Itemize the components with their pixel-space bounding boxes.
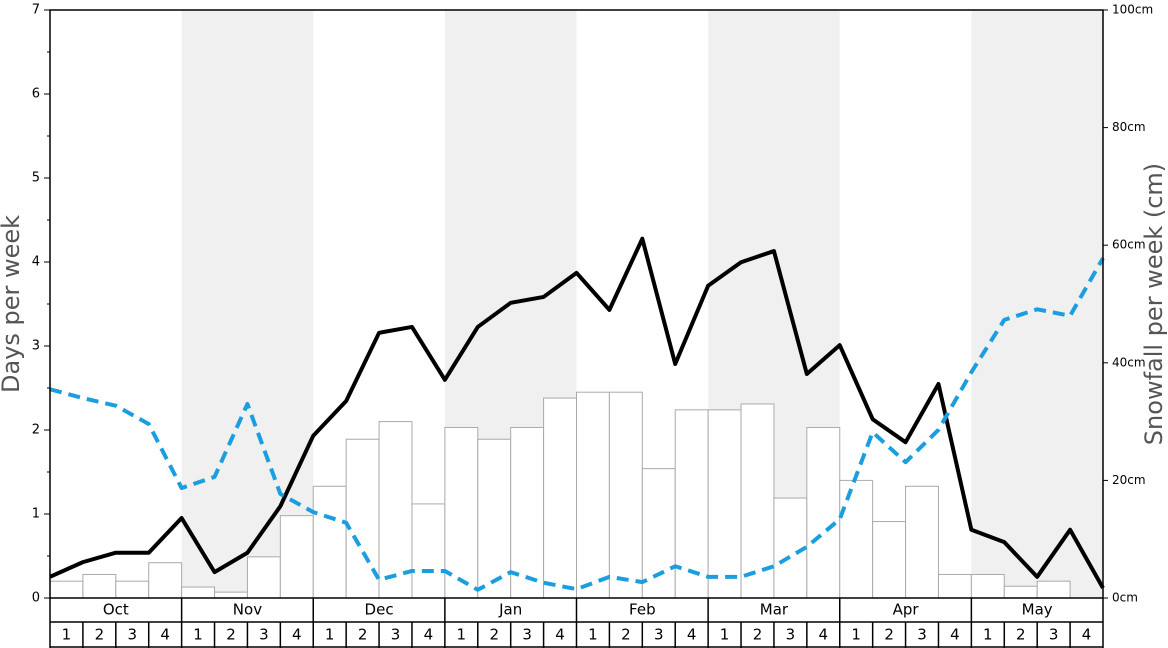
bar [279, 515, 314, 599]
week-label: 1 [62, 626, 72, 644]
week-label: 3 [1049, 626, 1059, 644]
y-tick-label: 4 [32, 255, 40, 270]
y-tick-label: 1 [32, 507, 40, 522]
week-label: 4 [292, 626, 302, 644]
week-label: 2 [753, 626, 763, 644]
bar [872, 521, 907, 599]
y-tick-label: 6 [32, 87, 40, 102]
week-label: 3 [917, 626, 927, 644]
month-label: Nov [233, 601, 262, 619]
bar [1036, 580, 1071, 599]
week-label: 3 [391, 626, 401, 644]
week-label: 3 [127, 626, 137, 644]
week-label: 2 [489, 626, 499, 644]
line [49, 236, 1105, 589]
week-label: 1 [457, 626, 467, 644]
week-label: 4 [687, 626, 697, 644]
month-label: Jan [498, 601, 522, 619]
y2-axis-label: Snowfall per week (cm) [1140, 163, 1168, 445]
bar [49, 580, 84, 599]
month-label: Mar [760, 601, 789, 619]
bar [970, 573, 1005, 599]
week-label: 4 [1082, 626, 1092, 644]
week-label: 2 [1016, 626, 1026, 644]
month-label: Apr [893, 601, 920, 619]
bar [1003, 585, 1038, 599]
y2-tick-label: 100cm [1112, 3, 1153, 17]
week-label: 3 [786, 626, 796, 644]
month-band [181, 10, 314, 598]
week-label: 2 [884, 626, 894, 644]
y2-tick-label: 40cm [1112, 355, 1146, 369]
week-label: 4 [160, 626, 170, 644]
month-band [971, 10, 1103, 598]
month-label: Feb [629, 601, 656, 619]
y-tick-label: 2 [32, 423, 40, 438]
bar [707, 409, 742, 599]
bar [148, 562, 183, 599]
y-tick-label: 5 [32, 171, 40, 186]
bar [312, 485, 347, 599]
y2-tick-label: 80cm [1112, 120, 1146, 134]
week-label: 1 [720, 626, 730, 644]
month-label: Dec [365, 601, 394, 619]
week-label: 4 [424, 626, 434, 644]
bar [937, 573, 972, 599]
bar [444, 426, 479, 599]
y-tick-label: 3 [32, 339, 40, 354]
y-tick-label: 0 [32, 591, 40, 606]
bar [543, 397, 577, 599]
week-label: 2 [226, 626, 236, 644]
y2-tick-label: 60cm [1112, 238, 1146, 252]
bar [411, 503, 446, 599]
bar [214, 591, 248, 599]
month-label: Oct [103, 601, 129, 619]
week-label: 2 [95, 626, 105, 644]
bar [806, 426, 841, 599]
bar [641, 468, 676, 599]
week-label: 2 [358, 626, 368, 644]
week-label: 4 [555, 626, 565, 644]
week-label: 1 [193, 626, 203, 644]
week-label: 1 [588, 626, 598, 644]
line [49, 257, 1105, 592]
y2-tick-label: 0cm [1112, 591, 1138, 605]
bar [181, 586, 216, 599]
week-label: 3 [259, 626, 269, 644]
week-label: 1 [325, 626, 335, 644]
bar [576, 391, 610, 599]
y-tick-label: 7 [32, 3, 40, 18]
week-label: 3 [522, 626, 532, 644]
week-label: 1 [983, 626, 993, 644]
bar [82, 573, 117, 599]
week-label: 4 [819, 626, 829, 644]
week-label: 3 [654, 626, 664, 644]
y-axis-label: Days per week [0, 215, 25, 393]
bar [510, 426, 545, 599]
y2-tick-label: 20cm [1112, 473, 1146, 487]
bar [839, 479, 874, 599]
bar [477, 438, 512, 599]
bar [115, 580, 150, 599]
month-label: May [1022, 601, 1053, 619]
bar [905, 485, 939, 599]
week-label: 4 [950, 626, 960, 644]
week-label: 1 [851, 626, 861, 644]
bar [608, 391, 643, 599]
bar [246, 556, 281, 599]
week-label: 2 [621, 626, 631, 644]
